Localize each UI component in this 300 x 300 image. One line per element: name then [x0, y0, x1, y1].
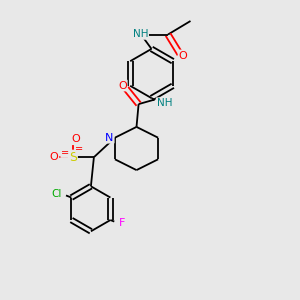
- Text: O: O: [50, 152, 58, 162]
- Text: N: N: [105, 133, 114, 143]
- Text: O: O: [118, 80, 127, 91]
- Text: S: S: [69, 151, 77, 164]
- Text: NH: NH: [133, 29, 148, 39]
- Text: O: O: [178, 50, 188, 61]
- Text: O: O: [71, 134, 80, 144]
- Text: F: F: [118, 218, 125, 228]
- Text: NH: NH: [157, 98, 172, 108]
- Text: =: =: [75, 144, 84, 154]
- Text: =: =: [61, 148, 69, 158]
- Text: Cl: Cl: [52, 189, 62, 199]
